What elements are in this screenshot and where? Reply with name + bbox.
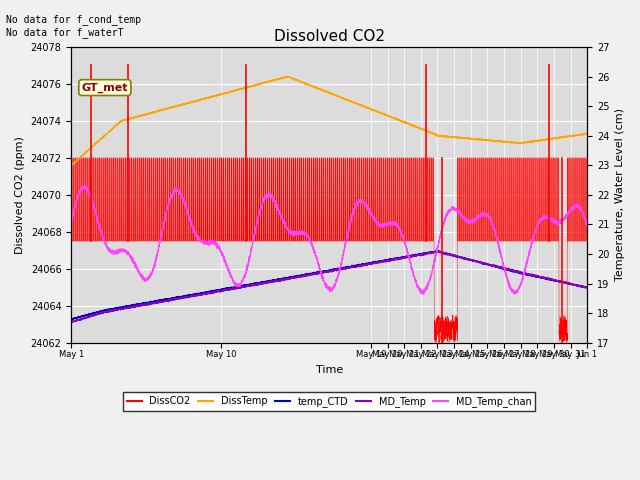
X-axis label: Time: Time [316, 365, 343, 375]
Text: No data for f_cond_temp
No data for f_waterT: No data for f_cond_temp No data for f_wa… [6, 14, 141, 38]
Text: GT_met: GT_met [81, 83, 128, 93]
Y-axis label: Temperature, Water Level (cm): Temperature, Water Level (cm) [615, 108, 625, 281]
Title: Dissolved CO2: Dissolved CO2 [274, 29, 385, 44]
Legend: DissCO2, DissTemp, temp_CTD, MD_Temp, MD_Temp_chan: DissCO2, DissTemp, temp_CTD, MD_Temp, MD… [124, 392, 535, 411]
Y-axis label: Dissolved CO2 (ppm): Dissolved CO2 (ppm) [15, 136, 25, 254]
